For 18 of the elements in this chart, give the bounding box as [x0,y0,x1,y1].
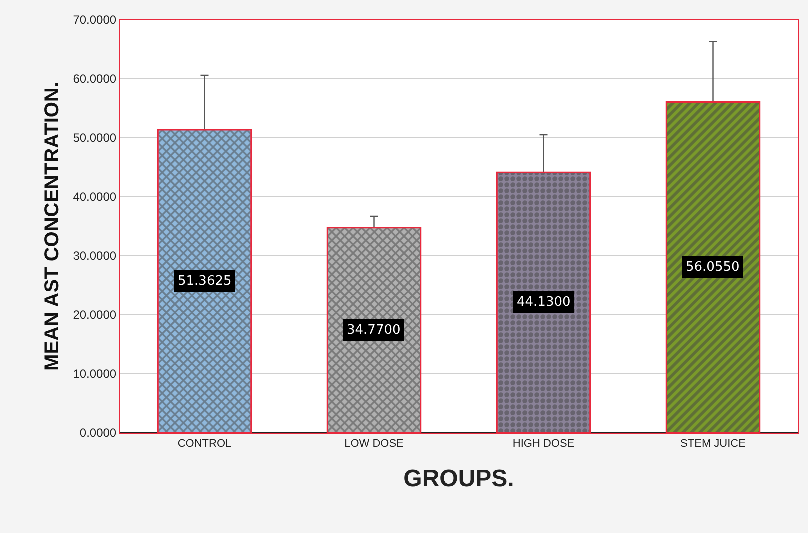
y-tick-label: 30.0000 [73,249,117,264]
y-tick-label: 60.0000 [73,72,117,86]
y-tick-label: 10.0000 [73,367,117,382]
y-tick-label: 40.0000 [73,190,117,204]
y-tick-label: 20.0000 [73,308,117,322]
x-tick-label: LOW DOSE [344,438,404,450]
data-label: 56.0550 [686,260,740,275]
y-tick-label: 70.0000 [73,13,117,28]
x-tick-label: STEM JUICE [680,438,746,450]
y-tick-label: 0.0000 [80,426,117,440]
x-tick-label: HIGH DOSE [512,438,575,450]
data-label: 51.3625 [178,274,232,289]
x-tick-label: CONTROL [178,438,232,450]
x-axis-title: GROUPS. [404,466,514,492]
data-label: 44.1300 [517,295,571,310]
y-axis-title: MEAN AST CONCENTRATION. [42,82,64,371]
y-tick-label: 50.0000 [73,131,117,146]
data-label: 34.7700 [347,323,401,338]
